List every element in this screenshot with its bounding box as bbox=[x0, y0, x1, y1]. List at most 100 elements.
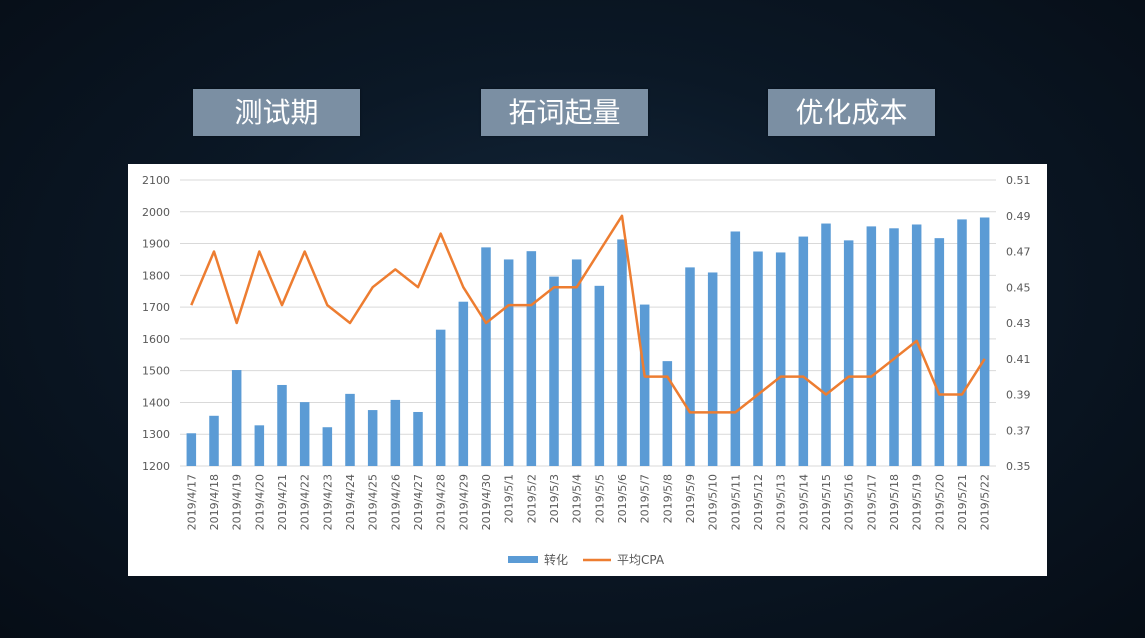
chart-panel: 1200 1300 1400 1500 1600 1700 1800 1900 2000 2100… bbox=[128, 164, 1047, 576]
x-tick-label: 2019/5/1 bbox=[503, 474, 516, 523]
x-tick-label: 2019/4/26 bbox=[389, 474, 402, 530]
x-tick-label: 2019/4/27 bbox=[412, 474, 425, 530]
y-left-tick-label: 2000 bbox=[142, 206, 170, 219]
x-tick-label: 2019/5/17 bbox=[865, 474, 878, 530]
bar bbox=[594, 285, 605, 466]
bar bbox=[458, 301, 469, 466]
x-tick-label: 2019/5/11 bbox=[729, 474, 742, 530]
bar bbox=[390, 399, 401, 466]
x-tick-label: 2019/4/24 bbox=[344, 474, 357, 530]
x-tick-label: 2019/4/30 bbox=[480, 474, 493, 530]
bar bbox=[934, 238, 945, 466]
bar bbox=[617, 239, 627, 466]
x-tick-label: 2019/4/29 bbox=[457, 474, 470, 530]
bar bbox=[277, 384, 287, 466]
x-tick-label: 2019/4/22 bbox=[299, 474, 312, 530]
bar bbox=[254, 425, 265, 466]
x-tick-label: 2019/5/15 bbox=[820, 474, 833, 530]
y-right-tick-label: 0.49 bbox=[1006, 210, 1031, 223]
x-tick-label: 2019/5/19 bbox=[911, 474, 924, 530]
y-right-tick-label: 0.41 bbox=[1006, 353, 1031, 366]
y-left-tick-label: 1700 bbox=[142, 301, 170, 314]
x-tick-label: 2019/5/14 bbox=[797, 474, 810, 530]
x-tick-label: 2019/5/4 bbox=[571, 474, 584, 523]
x-tick-label: 2019/5/5 bbox=[593, 474, 606, 523]
x-tick-label: 2019/5/7 bbox=[639, 474, 652, 523]
bar bbox=[957, 219, 967, 466]
x-tick-label: 2019/5/10 bbox=[707, 474, 720, 530]
bar bbox=[322, 427, 333, 466]
bar bbox=[435, 329, 446, 466]
x-tick-label: 2019/5/21 bbox=[956, 474, 969, 530]
bar bbox=[367, 410, 378, 466]
x-tick-label: 2019/4/23 bbox=[321, 474, 334, 530]
bar bbox=[413, 411, 423, 466]
legend-label-bar: 转化 bbox=[544, 552, 568, 567]
x-tick-label: 2019/5/9 bbox=[684, 474, 697, 523]
bar bbox=[730, 231, 741, 466]
x-tick-label: 2019/5/12 bbox=[752, 474, 765, 530]
y-left-tick-label: 1600 bbox=[142, 333, 170, 346]
x-tick-label: 2019/5/6 bbox=[616, 474, 629, 523]
x-tick-label: 2019/5/16 bbox=[843, 474, 856, 530]
bar bbox=[911, 224, 922, 466]
x-tick-label: 2019/5/13 bbox=[775, 474, 788, 530]
bar bbox=[571, 259, 582, 466]
y-right-tick-label: 0.39 bbox=[1006, 389, 1031, 402]
phase-label-expand-keywords: 拓词起量 bbox=[481, 89, 648, 136]
bar bbox=[662, 361, 673, 466]
bar bbox=[481, 247, 491, 466]
bar bbox=[753, 251, 763, 466]
y-right-tick-label: 0.37 bbox=[1006, 424, 1031, 437]
bar bbox=[866, 226, 877, 466]
bar bbox=[345, 393, 355, 466]
y-right-tick-label: 0.35 bbox=[1006, 460, 1031, 473]
x-tick-label: 2019/4/19 bbox=[231, 474, 244, 530]
x-tick-label: 2019/5/22 bbox=[979, 474, 992, 530]
y-left-tick-label: 1400 bbox=[142, 396, 170, 409]
x-tick-label: 2019/4/18 bbox=[208, 474, 221, 530]
bar bbox=[209, 415, 219, 466]
bar bbox=[685, 267, 695, 466]
bar bbox=[843, 240, 854, 466]
x-tick-label: 2019/5/20 bbox=[933, 474, 946, 530]
bar bbox=[889, 228, 899, 466]
bar bbox=[186, 433, 197, 466]
x-tick-label: 2019/4/28 bbox=[435, 474, 448, 530]
bar bbox=[299, 402, 310, 466]
phase-label-test: 测试期 bbox=[193, 89, 360, 136]
x-tick-label: 2019/4/20 bbox=[253, 474, 266, 530]
y-right-tick-label: 0.51 bbox=[1006, 174, 1031, 187]
x-tick-label: 2019/5/3 bbox=[548, 474, 561, 523]
bar bbox=[979, 217, 990, 466]
bar bbox=[707, 272, 718, 466]
bar bbox=[775, 252, 786, 466]
legend-swatch-bar bbox=[508, 556, 538, 563]
bar bbox=[549, 276, 559, 466]
bar bbox=[821, 223, 831, 466]
y-left-tick-label: 1900 bbox=[142, 238, 170, 251]
y-right-tick-label: 0.45 bbox=[1006, 281, 1031, 294]
x-tick-label: 2019/4/25 bbox=[367, 474, 380, 530]
y-left-tick-label: 2100 bbox=[142, 174, 170, 187]
phase-label-optimize-cost: 优化成本 bbox=[768, 89, 935, 136]
legend-label-line: 平均CPA bbox=[617, 553, 665, 567]
combo-chart: 1200 1300 1400 1500 1600 1700 1800 1900 2000 2100… bbox=[142, 174, 1031, 567]
bar bbox=[231, 370, 242, 466]
y-left-tick-label: 1800 bbox=[142, 269, 170, 282]
y-left-tick-label: 1500 bbox=[142, 365, 170, 378]
y-left-tick-label: 1200 bbox=[142, 460, 170, 473]
y-right-tick-label: 0.47 bbox=[1006, 246, 1031, 259]
x-tick-label: 2019/5/18 bbox=[888, 474, 901, 530]
x-tick-label: 2019/5/8 bbox=[661, 474, 674, 523]
bar bbox=[639, 304, 650, 466]
bar bbox=[503, 259, 514, 466]
x-tick-label: 2019/5/2 bbox=[525, 474, 538, 523]
x-tick-label: 2019/4/21 bbox=[276, 474, 289, 530]
y-left-tick-label: 1300 bbox=[142, 428, 170, 441]
bar bbox=[798, 236, 809, 466]
bar bbox=[526, 251, 537, 466]
cpa-line bbox=[190, 214, 986, 414]
x-tick-label: 2019/4/17 bbox=[185, 474, 198, 530]
y-right-tick-label: 0.43 bbox=[1006, 317, 1031, 330]
